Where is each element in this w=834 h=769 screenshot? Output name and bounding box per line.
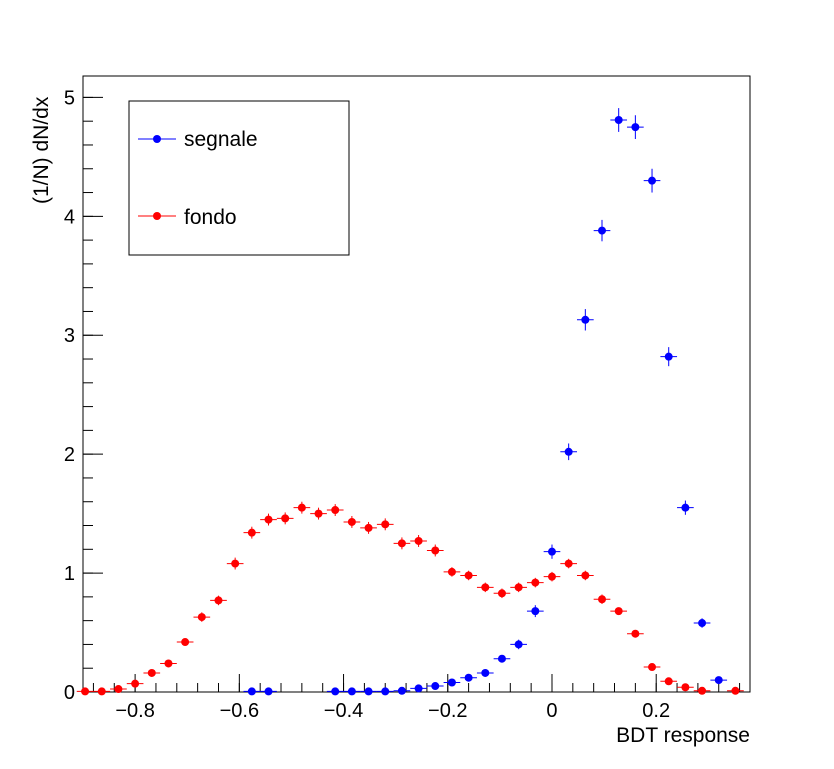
x-tick-label: 0 [546, 700, 557, 722]
data-point [648, 176, 657, 185]
y-tick-label: 4 [64, 206, 75, 228]
data-point [698, 686, 707, 695]
data-point [197, 613, 206, 622]
data-point [614, 116, 623, 124]
data-point [464, 673, 473, 682]
data-point [564, 447, 573, 456]
y-axis-title: (1/N) dN/dx [30, 96, 53, 204]
series-segnale [243, 108, 728, 696]
data-point [731, 686, 740, 695]
data-point [497, 589, 506, 598]
data-point [681, 503, 690, 512]
data-point [481, 668, 490, 677]
data-point [431, 546, 440, 555]
legend-label-fondo: fondo [184, 206, 237, 229]
x-tick-label: 0.2 [642, 700, 670, 722]
data-point [497, 654, 506, 663]
data-point [447, 678, 456, 687]
data-point [514, 640, 523, 649]
y-axis-ticks: 0 1 2 3 4 5 [64, 87, 103, 704]
data-point [464, 571, 473, 580]
legend-box [128, 100, 350, 256]
x-axis-title: BDT response [616, 724, 750, 747]
x-axis-ticks: −0.8 −0.6 −0.4 −0.2 0 0.2 [92, 674, 741, 722]
data-point [564, 559, 573, 568]
data-point [397, 539, 406, 548]
y-tick-label: 1 [64, 563, 75, 585]
x-tick-label: −0.4 [324, 700, 363, 722]
legend-marker-fondo [153, 212, 161, 220]
data-point [347, 517, 356, 526]
data-point [514, 583, 523, 592]
data-point [181, 638, 190, 647]
data-point [331, 506, 340, 515]
data-point [397, 686, 406, 695]
x-tick-label: −0.6 [220, 700, 259, 722]
data-point [648, 663, 657, 672]
data-point [581, 571, 590, 580]
data-point [247, 528, 256, 537]
data-point [531, 607, 540, 616]
data-point [264, 515, 273, 524]
data-point [431, 682, 440, 691]
data-point [631, 123, 640, 132]
data-point [281, 514, 290, 523]
data-point [581, 315, 590, 324]
data-point [381, 520, 390, 529]
data-point [414, 684, 423, 693]
data-point [547, 547, 556, 556]
data-point [714, 676, 723, 685]
data-point [331, 687, 340, 696]
legend-label-segnale: segnale [184, 128, 258, 151]
data-point [447, 567, 456, 576]
data-point [214, 596, 223, 605]
data-point [147, 668, 156, 677]
data-point [664, 352, 673, 361]
data-point [81, 687, 90, 696]
data-point [364, 523, 373, 532]
data-point [97, 687, 106, 696]
y-tick-label: 3 [64, 325, 75, 347]
data-point [681, 683, 690, 692]
data-point [247, 687, 256, 696]
legend-marker-segnale [153, 135, 161, 143]
y-tick-label: 2 [64, 444, 75, 466]
data-point [414, 536, 423, 545]
data-point [614, 607, 623, 616]
x-tick-label: −0.2 [428, 700, 467, 722]
data-point [698, 619, 707, 628]
data-point [231, 559, 240, 568]
data-point [547, 572, 556, 581]
data-point [598, 226, 607, 235]
data-point [531, 578, 540, 587]
data-point [631, 629, 640, 638]
plot-frame [82, 75, 751, 693]
data-point [347, 687, 356, 696]
data-point [264, 687, 273, 696]
series-fondo [76, 501, 744, 696]
y-tick-label: 5 [64, 87, 75, 109]
data-series [76, 108, 744, 696]
data-point [481, 583, 490, 592]
data-point [314, 509, 323, 518]
data-point [131, 679, 140, 688]
data-point [114, 685, 123, 694]
data-point [364, 687, 373, 696]
legend: segnale fondo [128, 100, 350, 256]
data-point [297, 503, 306, 512]
data-point [664, 677, 673, 686]
data-point [381, 687, 390, 696]
x-tick-label: −0.8 [115, 700, 154, 722]
data-point [598, 595, 607, 604]
y-tick-label: 0 [64, 682, 75, 704]
data-point [164, 659, 173, 668]
